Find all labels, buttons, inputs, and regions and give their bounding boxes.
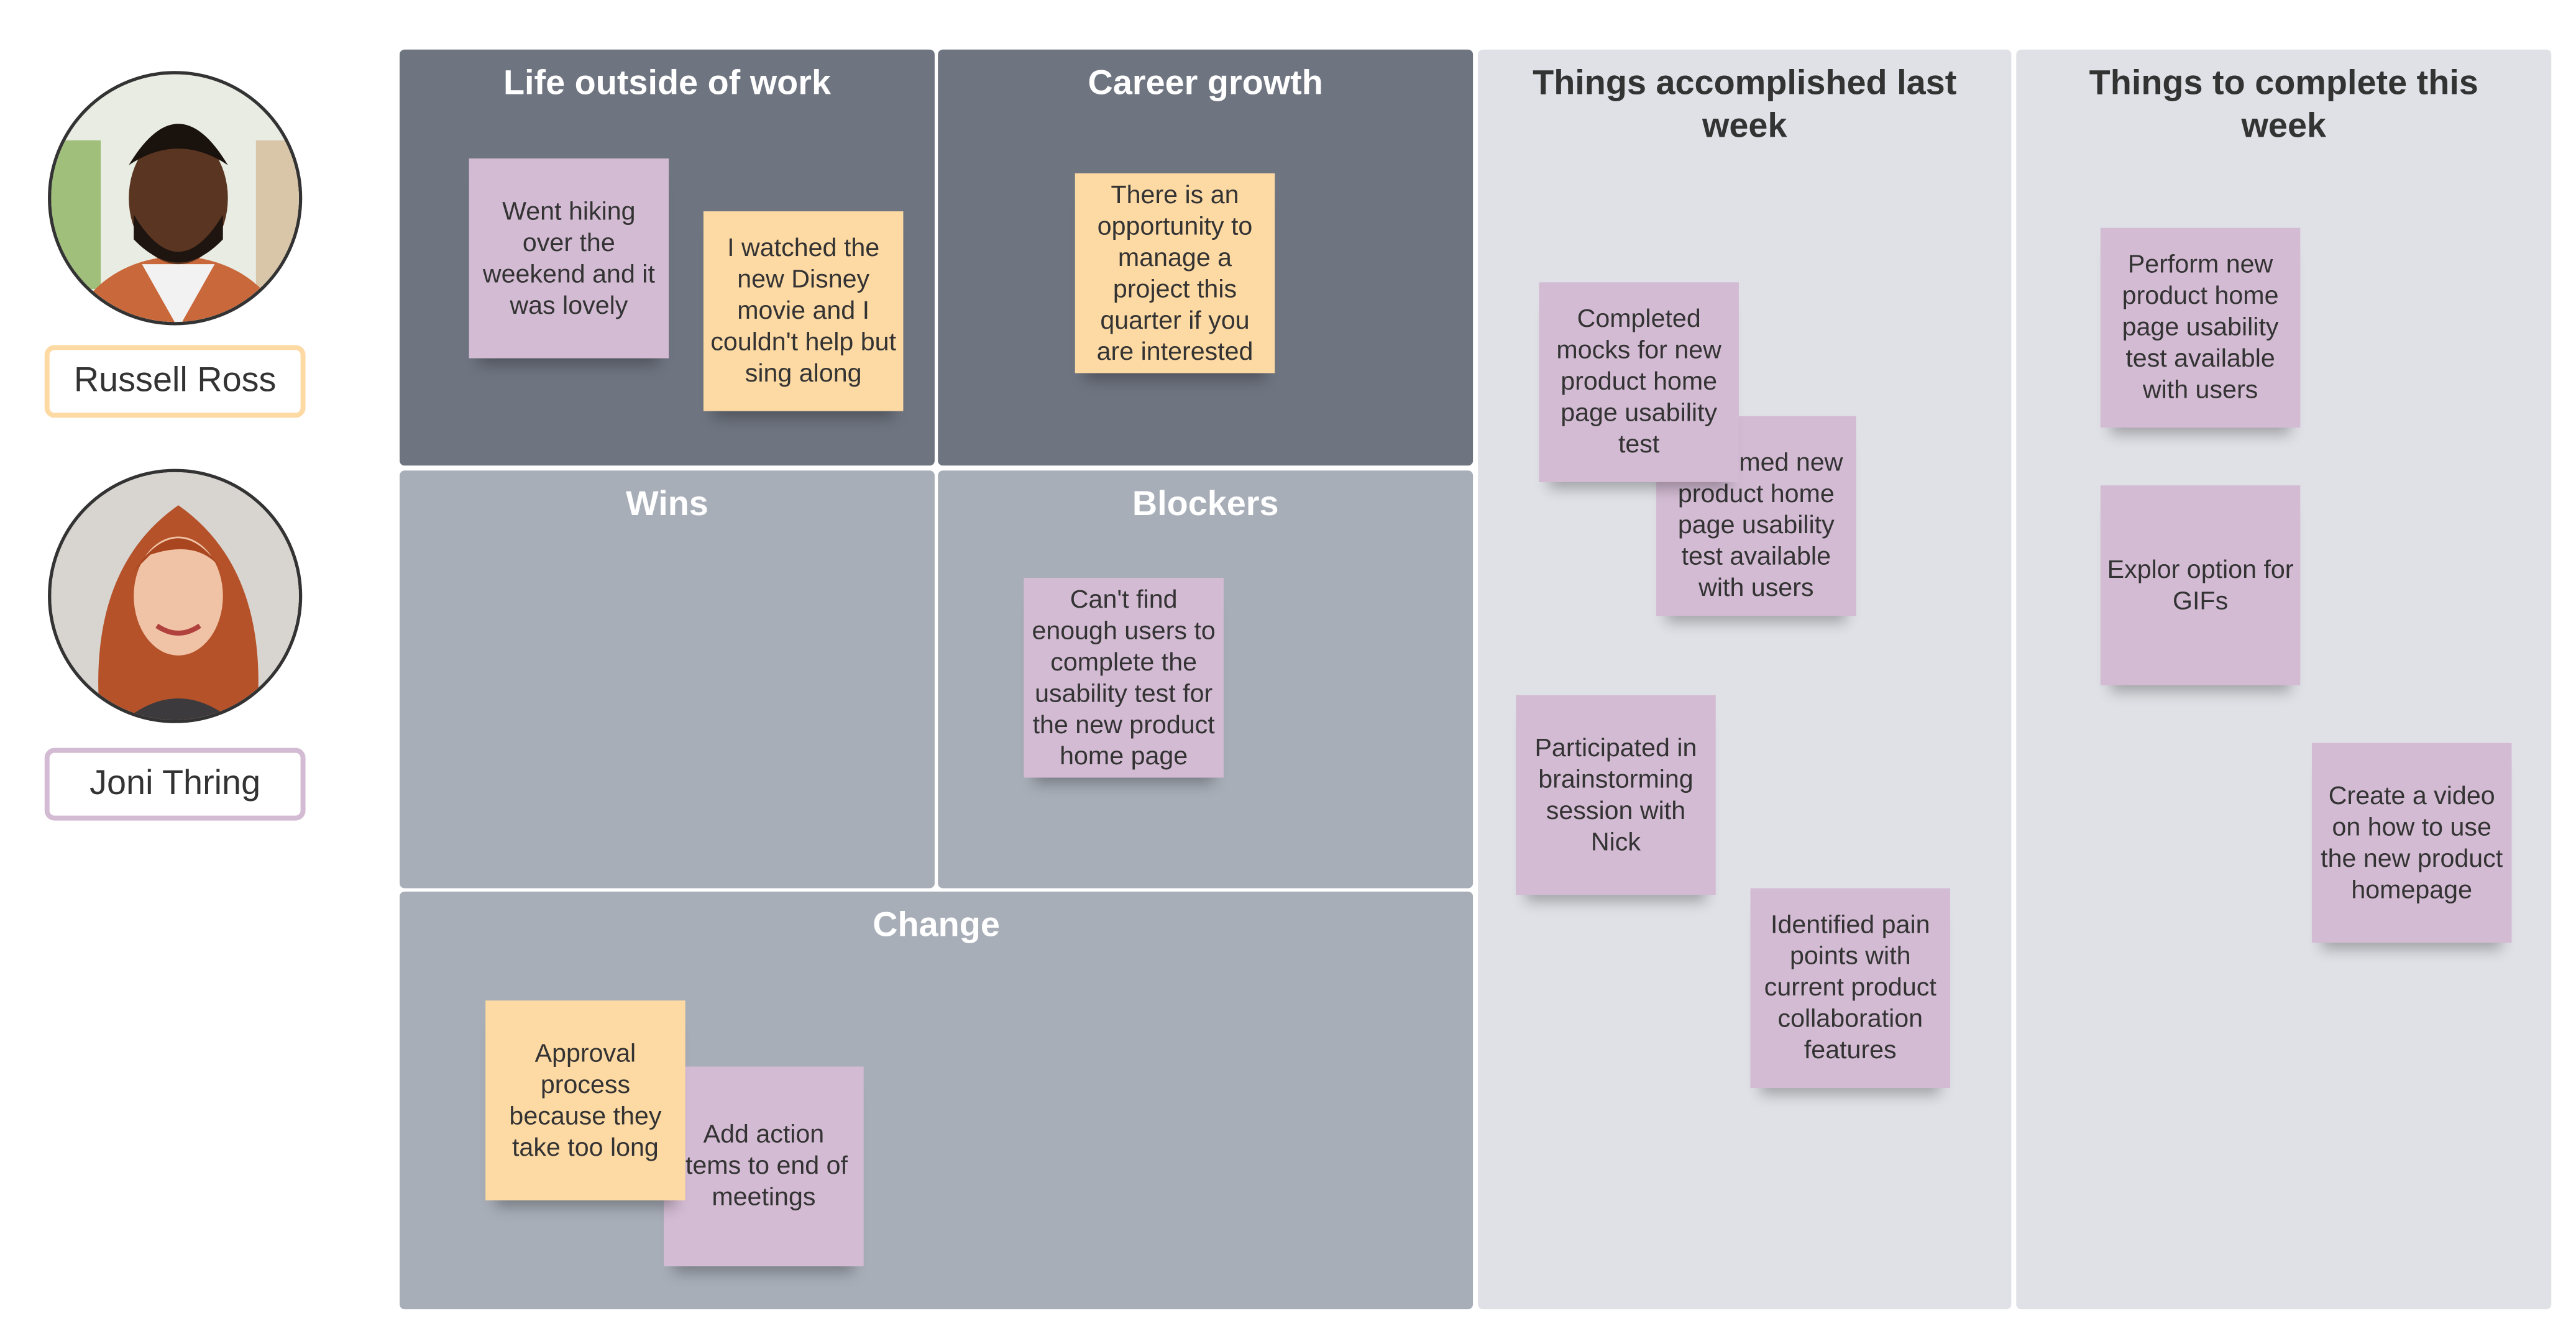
- note-text: Identified pain points with current prod…: [1764, 911, 1937, 1065]
- note-text: Create a video on how to use the new pro…: [2321, 782, 2503, 904]
- note-text: There is an opportunity to manage a proj…: [1096, 180, 1254, 366]
- sticky-note[interactable]: Participated in brainstorming session wi…: [1516, 695, 1716, 895]
- panel-title: Things accomplished last week: [1533, 64, 1957, 145]
- sticky-note[interactable]: Add action items to end of meetings: [664, 1066, 864, 1266]
- panel-things-accomplished-last-week: Things accomplished last week: [1478, 49, 2012, 1310]
- sticky-note[interactable]: There is an opportunity to manage a proj…: [1075, 173, 1275, 373]
- sticky-note[interactable]: Create a video on how to use the new pro…: [2311, 743, 2512, 943]
- panel-title: Things to complete this week: [2089, 64, 2478, 145]
- note-text: Add action items to end of meetings: [679, 1121, 848, 1212]
- portrait-photo: [51, 74, 299, 322]
- note-text: Participated in brainstorming session wi…: [1534, 734, 1697, 856]
- panel-title: Change: [873, 906, 1000, 944]
- note-text: I watched the new Disney movie and I cou…: [710, 234, 897, 388]
- avatar-russell-ross[interactable]: [48, 71, 303, 326]
- sticky-note[interactable]: Explor option for GIFs: [2100, 485, 2301, 685]
- note-text: Perform new product home page usability …: [2122, 250, 2279, 405]
- panel-title: Blockers: [1132, 485, 1279, 524]
- person-name: Russell Ross: [73, 361, 277, 400]
- panel-title: Wins: [626, 485, 708, 524]
- portrait-photo: [51, 472, 299, 720]
- panel-title: Life outside of work: [503, 64, 831, 103]
- sticky-note[interactable]: Performed new product home page usabilit…: [1656, 416, 1856, 616]
- sticky-note[interactable]: Approval process because they take too l…: [485, 1000, 685, 1200]
- sticky-note[interactable]: Perform new product home page usability …: [2100, 227, 2301, 428]
- panel-wins: Wins: [400, 470, 935, 889]
- note-text: Explor option for GIFs: [2107, 555, 2294, 615]
- panel-title: Career growth: [1088, 64, 1323, 103]
- person-name: Joni Thring: [89, 764, 261, 803]
- name-label-joni-thring[interactable]: Joni Thring: [44, 747, 306, 821]
- note-text: Went hiking over the weekend and it was …: [482, 197, 655, 320]
- note-text: Approval process because they take too l…: [509, 1039, 662, 1162]
- sticky-note[interactable]: Completed mocks for new product home pag…: [1539, 282, 1739, 482]
- note-text: Can't find enough users to complete the …: [1032, 585, 1216, 770]
- sticky-note[interactable]: Identified pain points with current prod…: [1750, 888, 1951, 1089]
- name-label-russell-ross[interactable]: Russell Ross: [44, 345, 306, 418]
- sticky-note[interactable]: Can't find enough users to complete the …: [1024, 577, 1224, 778]
- sticky-note[interactable]: I watched the new Disney movie and I cou…: [703, 211, 904, 411]
- note-text: Completed mocks for new product home pag…: [1556, 305, 1721, 459]
- avatar-joni-thring[interactable]: [48, 469, 303, 723]
- sticky-note[interactable]: Went hiking over the weekend and it was …: [469, 158, 669, 359]
